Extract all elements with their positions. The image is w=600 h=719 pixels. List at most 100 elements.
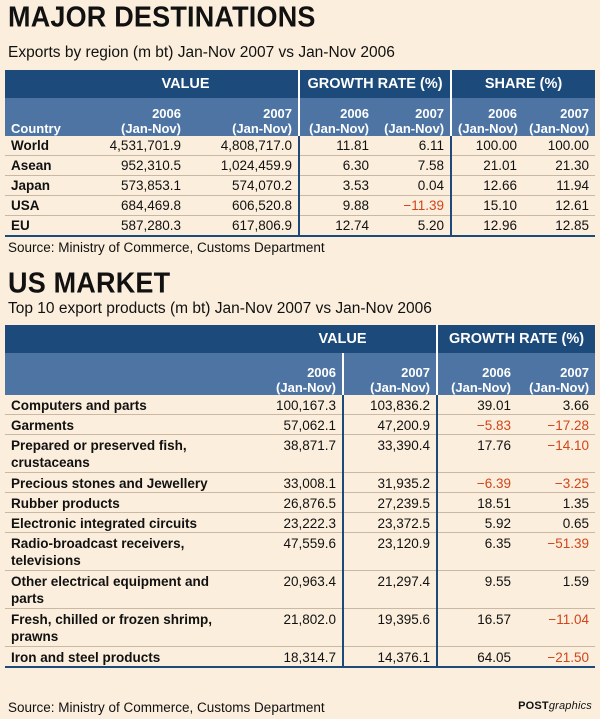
growth-2007-cell: −51.39 [517, 532, 596, 571]
value-2006-cell: 684,469.8 [73, 195, 187, 216]
growth-2006-cell: 64.05 [436, 646, 518, 668]
section1-source: Source: Ministry of Commerce, Customs De… [8, 240, 325, 255]
growth-group-header: GROWTH RATE (%) [298, 70, 452, 98]
value-2007-cell: 19,395.6 [341, 608, 438, 647]
value-2007-cell: 1,024,459.9 [187, 155, 300, 176]
value-2006-cell: 100,167.3 [249, 395, 343, 415]
growth-2006-cell: 39.01 [436, 395, 518, 415]
table-row: Other electrical equipment and parts 20,9… [5, 570, 596, 609]
share-2007-header: 2007 (Jan-Nov) [523, 98, 596, 136]
value-2006-cell: 21,802.0 [249, 608, 343, 647]
growth-2007-cell: 0.65 [517, 512, 596, 533]
share-2006-cell: 12.96 [450, 215, 524, 237]
product-cell: Rubber products [5, 492, 249, 513]
growth-2007-cell: −11.04 [517, 608, 596, 647]
value-2006-cell: 587,280.3 [73, 215, 187, 237]
value-2007-header: 2007 (Jan-Nov) [341, 353, 438, 395]
table-row: Japan 573,853.1 574,070.2 3.53 0.04 12.66 11.9… [5, 175, 596, 196]
value-group-header: VALUE [249, 325, 438, 353]
value-2006-cell: 952,310.5 [73, 155, 187, 176]
product-cell: Garments [5, 414, 249, 435]
growth-2007-header: 2007 (Jan-Nov) [517, 353, 596, 395]
country-cell: USA [5, 195, 73, 216]
share-2006-cell: 21.01 [450, 155, 524, 176]
value-2006-cell: 47,559.6 [249, 532, 343, 571]
value-2007-cell: 47,200.9 [341, 414, 438, 435]
growth-2007-cell: 7.58 [375, 155, 452, 176]
value-2006-header: 2006 (Jan-Nov) [249, 353, 343, 395]
value-2006-header: 2006 (Jan-Nov) [73, 98, 187, 136]
corner-cell [5, 325, 249, 353]
growth-2006-header: 2006 (Jan-Nov) [436, 353, 518, 395]
value-2006-cell: 38,871.7 [249, 434, 343, 473]
growth-2006-header: 2006 (Jan-Nov) [298, 98, 376, 136]
growth-2007-cell: 6.11 [375, 136, 452, 156]
growth-2007-cell: 0.04 [375, 175, 452, 196]
table-row: Rubber products 26,876.5 27,239.5 18.51 1.35 [5, 492, 596, 513]
product-cell: Prepared or preserved fish, crustaceans [5, 434, 249, 473]
value-2006-cell: 57,062.1 [249, 414, 343, 435]
growth-2006-cell: 6.35 [436, 532, 518, 571]
table-row: Radio-broadcast receivers, televisions 47… [5, 532, 596, 571]
growth-2006-cell: 17.76 [436, 434, 518, 473]
product-cell: Fresh, chilled or frozen shrimp, prawns [5, 608, 249, 647]
country-cell: World [5, 136, 73, 156]
product-cell: Iron and steel products [5, 646, 249, 668]
growth-2006-cell: 5.92 [436, 512, 518, 533]
table-row: Electronic integrated circuits 23,222.3 23… [5, 512, 596, 533]
share-2006-header: 2006 (Jan-Nov) [450, 98, 524, 136]
growth-2007-cell: −14.10 [517, 434, 596, 473]
value-2007-cell: 33,390.4 [341, 434, 438, 473]
growth-2007-cell: 3.66 [517, 395, 596, 415]
growth-2007-cell: 1.59 [517, 570, 596, 609]
value-2007-header: 2007 (Jan-Nov) [187, 98, 300, 136]
value-2006-cell: 573,853.1 [73, 175, 187, 196]
value-2006-cell: 26,876.5 [249, 492, 343, 513]
table-row: Asean 952,310.5 1,024,459.9 6.30 7.58 21.01 21… [5, 155, 596, 176]
destinations-table: VALUE GROWTH RATE (%) SHARE (%) Country … [5, 70, 596, 237]
growth-2006-cell: −5.83 [436, 414, 518, 435]
growth-2007-cell: −3.25 [517, 472, 596, 493]
growth-2006-cell: 12.74 [298, 215, 376, 237]
value-2007-cell: 103,836.2 [341, 395, 438, 415]
value-2006-cell: 20,963.4 [249, 570, 343, 609]
value-2007-cell: 606,520.8 [187, 195, 300, 216]
table-row: Computers and parts 100,167.3 103,836.2 39.… [5, 395, 596, 415]
growth-2007-cell: 1.35 [517, 492, 596, 513]
growth-2006-cell: 3.53 [298, 175, 376, 196]
country-cell: Japan [5, 175, 73, 196]
share-2007-cell: 12.61 [523, 195, 596, 216]
section2-title: US MARKET [8, 267, 171, 299]
value-2007-cell: 23,120.9 [341, 532, 438, 571]
growth-2006-cell: 18.51 [436, 492, 518, 513]
post-graphics-credit: POSTgraphics [518, 700, 592, 712]
table-row: Precious stones and Jewellery 33,008.1 31,… [5, 472, 596, 493]
share-2007-cell: 12.85 [523, 215, 596, 237]
value-2006-cell: 18,314.7 [249, 646, 343, 668]
value-group-header: VALUE [73, 70, 300, 98]
share-2006-cell: 15.10 [450, 195, 524, 216]
growth-2006-cell: 11.81 [298, 136, 376, 156]
value-2007-cell: 21,297.4 [341, 570, 438, 609]
section1-subtitle: Exports by region (m bt) Jan-Nov 2007 vs… [8, 44, 395, 61]
value-2006-cell: 23,222.3 [249, 512, 343, 533]
section2-subtitle: Top 10 export products (m bt) Jan-Nov 20… [8, 300, 432, 317]
value-2007-cell: 617,806.9 [187, 215, 300, 237]
growth-2006-cell: 9.88 [298, 195, 376, 216]
share-group-header: SHARE (%) [450, 70, 596, 98]
corner-cell [5, 70, 73, 98]
value-2007-cell: 31,935.2 [341, 472, 438, 493]
growth-2007-cell: −17.28 [517, 414, 596, 435]
table-row: Garments 57,062.1 47,200.9 −5.83 −17.28 [5, 414, 596, 435]
growth-2006-cell: 16.57 [436, 608, 518, 647]
table-row: Iron and steel products 18,314.7 14,376.1 6… [5, 646, 596, 668]
country-cell: Asean [5, 155, 73, 176]
product-cell: Computers and parts [5, 395, 249, 415]
product-cell: Radio-broadcast receivers, televisions [5, 532, 249, 571]
section1-title: MAJOR DESTINATIONS [8, 1, 316, 33]
growth-2007-cell: 5.20 [375, 215, 452, 237]
value-2006-cell: 4,531,701.9 [73, 136, 187, 156]
growth-2006-cell: −6.39 [436, 472, 518, 493]
share-2007-cell: 11.94 [523, 175, 596, 196]
table-row: EU 587,280.3 617,806.9 12.74 5.20 12.96 12.85 [5, 215, 596, 237]
